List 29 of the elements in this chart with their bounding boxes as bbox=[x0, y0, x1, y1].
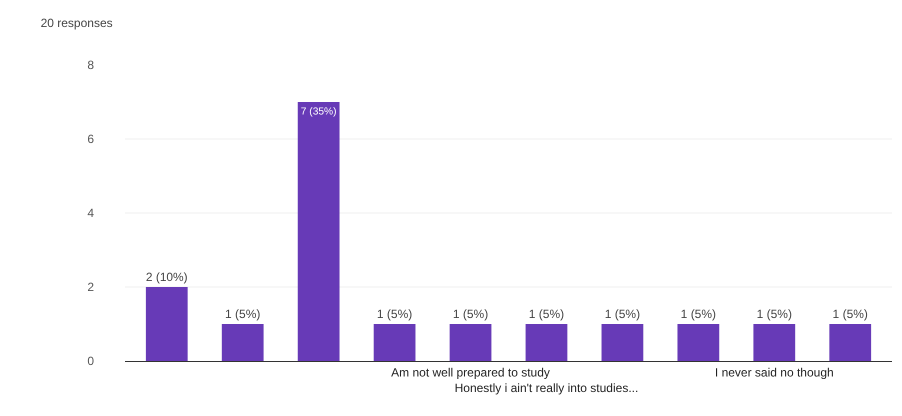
bar bbox=[753, 324, 796, 361]
data-label: 2 (10%) bbox=[146, 270, 188, 284]
bar bbox=[450, 324, 492, 361]
x-tick-label: I never said no though bbox=[714, 365, 834, 380]
bar bbox=[298, 102, 340, 361]
bar bbox=[677, 324, 720, 361]
bar bbox=[146, 287, 188, 361]
x-tick-label: Am not well prepared to study bbox=[391, 365, 550, 380]
y-tick-label: 6 bbox=[87, 132, 94, 146]
bar bbox=[526, 324, 568, 361]
x-tick-label: Honestly i ain't really into studies... bbox=[454, 381, 638, 395]
y-tick-label: 2 bbox=[87, 280, 94, 294]
data-label: 1 (5%) bbox=[376, 307, 412, 321]
bar bbox=[222, 324, 264, 361]
bar bbox=[602, 324, 644, 361]
y-tick-label: 4 bbox=[87, 206, 94, 220]
y-tick-label: 8 bbox=[87, 58, 94, 72]
data-label: 1 (5%) bbox=[756, 307, 792, 321]
bar bbox=[829, 324, 872, 361]
chart-title: 20 responses bbox=[40, 16, 113, 30]
data-label: 1 (5%) bbox=[225, 307, 260, 321]
data-label: 1 (5%) bbox=[604, 307, 640, 321]
bar bbox=[374, 324, 416, 361]
data-label: 1 (5%) bbox=[680, 307, 716, 321]
y-tick-label: 0 bbox=[87, 354, 94, 368]
data-label: 1 (5%) bbox=[832, 307, 868, 321]
data-label: 1 (5%) bbox=[528, 307, 564, 321]
data-label: 1 (5%) bbox=[452, 307, 488, 321]
data-label: 7 (35%) bbox=[300, 106, 337, 118]
